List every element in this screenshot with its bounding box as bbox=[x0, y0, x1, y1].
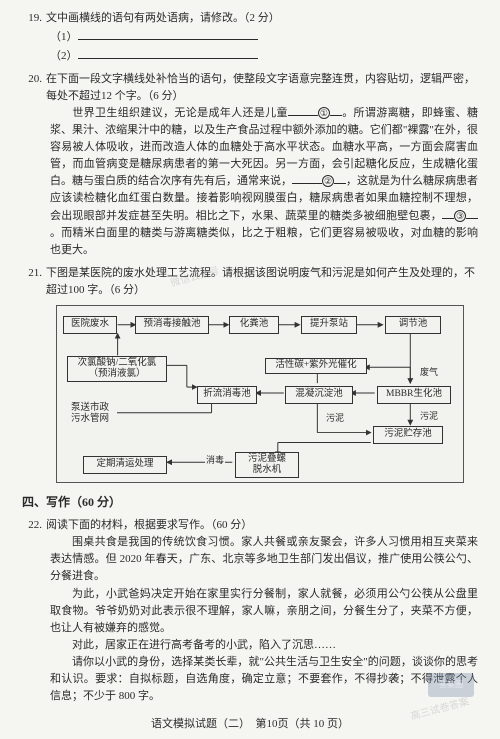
q22-header: 阅读下面的材料，根据要求写作。（60 分） bbox=[46, 517, 478, 534]
box-adjust: 调节池 bbox=[385, 316, 441, 334]
label-disinfect: 消毒 bbox=[205, 454, 225, 468]
q22-p2: 为此，小武爸妈决定开始在家里实行分餐制，家人就餐，必须用公勺公筷从公盘里取食物。… bbox=[22, 586, 478, 637]
box-septic: 化粪池 bbox=[229, 316, 279, 334]
box-disinfect: 次氯酸钠/二氧化氯 （预消液氯） bbox=[67, 356, 167, 382]
circled-1: ① bbox=[318, 107, 330, 119]
blank bbox=[330, 105, 342, 116]
q21-text: 下图是某医院的废水处理工艺流程。请根据该图说明废气和污泥是如何产生及处理的，不超… bbox=[46, 265, 478, 299]
q22-p3: 对此，居家正在进行高考备考的小武，陷入了沉思…… bbox=[22, 637, 478, 654]
box-sediment: 混凝沉淀池 bbox=[285, 386, 353, 404]
q19-sub1: （1） bbox=[22, 29, 478, 46]
watermark-logo: 答案圈 bbox=[428, 673, 474, 697]
q19-text: 文中画横线的语句有两处语病，请修改。（2 分） bbox=[46, 10, 478, 27]
question-19: 19. 文中画横线的语句有两处语病，请修改。（2 分） （1） （2） bbox=[22, 10, 478, 65]
box-storage: 污泥贮存池 bbox=[373, 426, 443, 444]
box-reflux: 折流消毒池 bbox=[197, 386, 257, 404]
blank bbox=[288, 105, 318, 116]
blank bbox=[442, 208, 454, 219]
q19-sub2: （2） bbox=[22, 48, 478, 65]
label-sludge-1: 污泥 bbox=[325, 412, 345, 426]
circled-2: ② bbox=[322, 175, 334, 187]
q20-body-1: 世界卫生组织建议，无论是成年人还是儿童 bbox=[72, 107, 288, 119]
section-4-title: 四、写作（60 分） bbox=[22, 493, 478, 512]
q22-number: 22. bbox=[22, 517, 46, 534]
q21-number: 21. bbox=[22, 265, 46, 299]
circled-3: ③ bbox=[454, 210, 466, 222]
question-20: 20. 在下面一段文字横线处补恰当的语句，使整段文字语意完整连贯，内容贴切，逻辑… bbox=[22, 71, 478, 259]
q22-p4: 请你以小武的身份，选择某类长辈，就"公共生活与卫生安全"的问题，谈谈你的思考和认… bbox=[22, 654, 478, 705]
q19-sub2-label: （2） bbox=[50, 50, 78, 62]
blank-line bbox=[78, 29, 258, 40]
q20-body-4: 。而精米白面里的糖类与游离糖类似，比之于粗粮，它们更容易被吸收，对血糖的影响也更… bbox=[50, 227, 478, 256]
q22-p1: 围桌共食是我国的传统饮食习惯。家人共餐或亲友聚会，许多人习惯用相互夹菜来表达情感… bbox=[22, 534, 478, 585]
box-dewaterer: 污泥叠螺 脱水机 bbox=[235, 452, 299, 478]
question-21: 21. 下图是某医院的废水处理工艺流程。请根据该图说明废气和污泥是如何产生及处理… bbox=[22, 265, 478, 483]
box-clean: 定期清运处理 bbox=[83, 456, 167, 474]
blank-line bbox=[78, 48, 258, 59]
blank bbox=[334, 173, 346, 184]
box-sewage: 泵送市政 污水管网 bbox=[63, 400, 117, 428]
label-gas: 废气 bbox=[419, 366, 439, 380]
box-pretreat: 预消毒接触池 bbox=[135, 316, 209, 334]
q19-number: 19. bbox=[22, 10, 46, 27]
box-mbbr: MBBR生化池 bbox=[377, 386, 451, 404]
label-sludge-2: 污泥 bbox=[419, 410, 439, 424]
flowchart-diagram: 医院废水 预消毒接触池 化粪池 提升泵站 调节池 次氯酸钠/二氧化氯 （预消液氯… bbox=[56, 305, 464, 483]
q20-number: 20. bbox=[22, 71, 46, 105]
box-input: 医院废水 bbox=[63, 316, 117, 334]
q19-sub1-label: （1） bbox=[50, 31, 78, 43]
q20-header: 在下面一段文字横线处补恰当的语句，使整段文字语意完整连贯，内容贴切，逻辑严密，每… bbox=[46, 71, 478, 105]
blank bbox=[292, 173, 322, 184]
question-22: 22. 阅读下面的材料，根据要求写作。（60 分） 围桌共食是我国的传统饮食习惯… bbox=[22, 517, 478, 705]
blank bbox=[466, 208, 478, 219]
box-pump: 提升泵站 bbox=[301, 316, 357, 334]
q20-body: 世界卫生组织建议，无论是成年人还是儿童①。所谓游离糖，即蜂蜜、糖浆、果汁、浓缩果… bbox=[22, 105, 478, 258]
box-catalysis: 活性碳+紫外光催化 bbox=[265, 358, 367, 374]
